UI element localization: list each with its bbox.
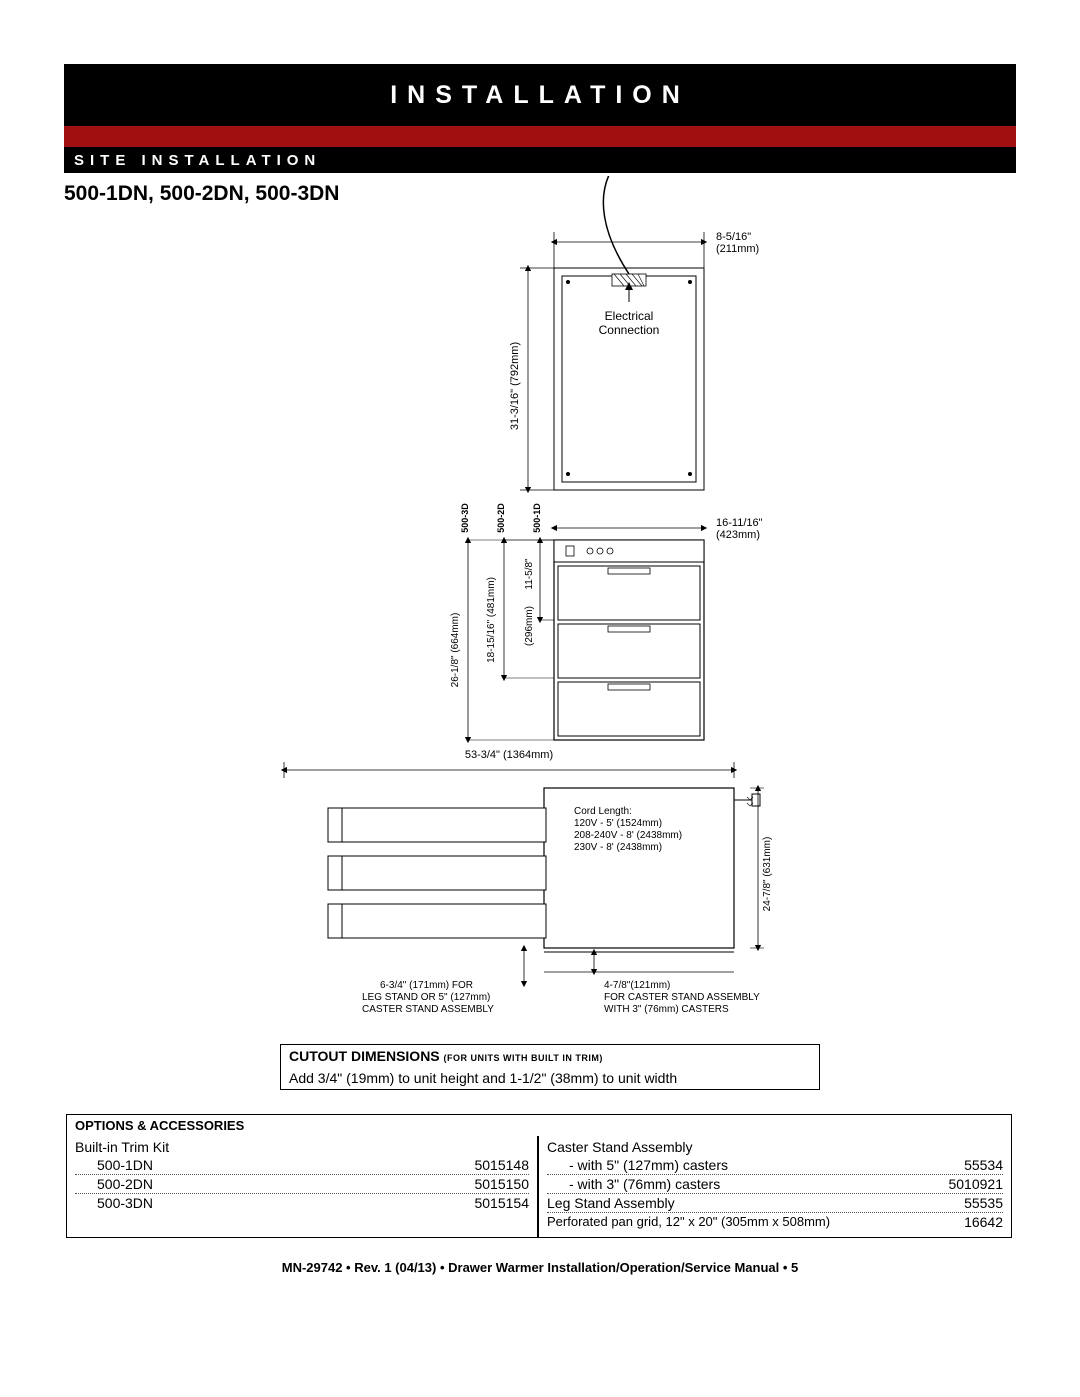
label-electrical-2: Connection <box>599 323 660 337</box>
dim-top-height: 31-3/16" (792mm) <box>509 342 521 430</box>
options-accessories-table: OPTIONS & ACCESSORIES Built-in Trim Kit … <box>66 1114 1012 1238</box>
leg-note-2: LEG STAND OR 5" (127mm) <box>362 992 490 1003</box>
left-row-0-num: 5015148 <box>474 1157 529 1173</box>
cord-length-1: 120V - 5' (1524mm) <box>574 818 662 829</box>
dim-top-width-in: 8-5/16" <box>716 231 751 243</box>
leg-note-3: CASTER STAND ASSEMBLY <box>362 1004 494 1015</box>
left-row-2-label: 500-3DN <box>75 1195 153 1211</box>
dim-side-height: 24-7/8" (631mm) <box>762 837 773 912</box>
right-row-1-label: - with 3" (76mm) casters <box>547 1176 720 1192</box>
left-row-1-label: 500-2DN <box>75 1176 153 1192</box>
dim-500-3d: 26-1/8" (664mm) <box>450 613 461 688</box>
page-footer: MN-29742 • Rev. 1 (04/13) • Drawer Warme… <box>64 1260 1016 1275</box>
left-row-0-label: 500-1DN <box>75 1157 153 1173</box>
red-accent-bar <box>64 126 1016 148</box>
dim-front-width-in: 16-11/16" <box>716 517 763 529</box>
cutout-dimensions-box: CUTOUT DIMENSIONS (FOR UNITS WITH BUILT … <box>280 1044 820 1090</box>
dim-500-1d-b: (296mm) <box>524 606 535 646</box>
cutout-heading: CUTOUT DIMENSIONS <box>289 1048 440 1064</box>
right-row-0-num: 55534 <box>964 1157 1003 1173</box>
left-row-2-num: 5015154 <box>474 1195 529 1211</box>
right-extra-0-num: 55535 <box>964 1195 1003 1211</box>
right-row-1-num: 5010921 <box>948 1176 1003 1192</box>
label-500-3d: 500-3D <box>460 503 470 533</box>
cord-length-2: 208-240V - 8' (2438mm) <box>574 830 682 841</box>
section-bar-site-installation: SITE INSTALLATION <box>64 147 1016 173</box>
caster-note-2: FOR CASTER STAND ASSEMBLY <box>604 992 760 1003</box>
cord-length-title: Cord Length: <box>574 806 632 817</box>
technical-diagram: 8-5/16" (211mm) Electrical Connection 31… <box>64 176 1016 1024</box>
cutout-subheading: (FOR UNITS WITH BUILT IN TRIM) <box>444 1053 603 1063</box>
dim-side-overall-width: 53-3/4" (1364mm) <box>465 749 553 761</box>
side-view: 53-3/4" (1364mm) Cord Length: <box>284 749 773 1015</box>
front-view: 16-11/16" (423mm) 500-1D 11-5/8" (296mm)… <box>450 503 763 740</box>
options-heading: OPTIONS & ACCESSORIES <box>67 1115 1011 1136</box>
caster-note-3: WITH 3" (76mm) CASTERS <box>604 1004 729 1015</box>
options-right-column: Caster Stand Assembly - with 5" (127mm) … <box>539 1136 1011 1237</box>
right-row-0-label: - with 5" (127mm) casters <box>547 1157 728 1173</box>
options-left-column: Built-in Trim Kit 500-1DN 5015148 500-2DN… <box>67 1136 539 1237</box>
dim-500-2d: 18-15/16" (481mm) <box>486 577 497 663</box>
dim-500-1d-a: 11-5/8" <box>524 558 535 590</box>
page-header-band: INSTALLATION <box>64 64 1016 148</box>
label-electrical-1: Electrical <box>605 309 654 323</box>
dim-top-width-mm: (211mm) <box>716 243 759 255</box>
top-view: 8-5/16" (211mm) Electrical Connection 31… <box>509 176 759 490</box>
caster-note-1: 4-7/8"(121mm) <box>604 980 670 991</box>
cord-length-3: 230V - 8' (2438mm) <box>574 842 662 853</box>
page-title: INSTALLATION <box>64 64 1016 126</box>
right-extra-0-label: Leg Stand Assembly <box>547 1195 675 1211</box>
cutout-text: Add 3/4" (19mm) to unit height and 1-1/2… <box>281 1067 819 1089</box>
label-500-1d: 500-1D <box>532 503 542 533</box>
right-group: Caster Stand Assembly <box>547 1139 693 1155</box>
left-row-1-num: 5015150 <box>474 1176 529 1192</box>
right-extra-1-num: 16642 <box>964 1214 1003 1230</box>
leg-note-1: 6-3/4" (171mm) FOR <box>380 980 473 991</box>
label-500-2d: 500-2D <box>496 503 506 533</box>
left-group: Built-in Trim Kit <box>75 1139 169 1155</box>
right-extra-1-label: Perforated pan grid, 12" x 20" (305mm x … <box>547 1214 830 1230</box>
section-title: SITE INSTALLATION <box>74 152 321 169</box>
dim-front-width-mm: (423mm) <box>716 529 760 541</box>
